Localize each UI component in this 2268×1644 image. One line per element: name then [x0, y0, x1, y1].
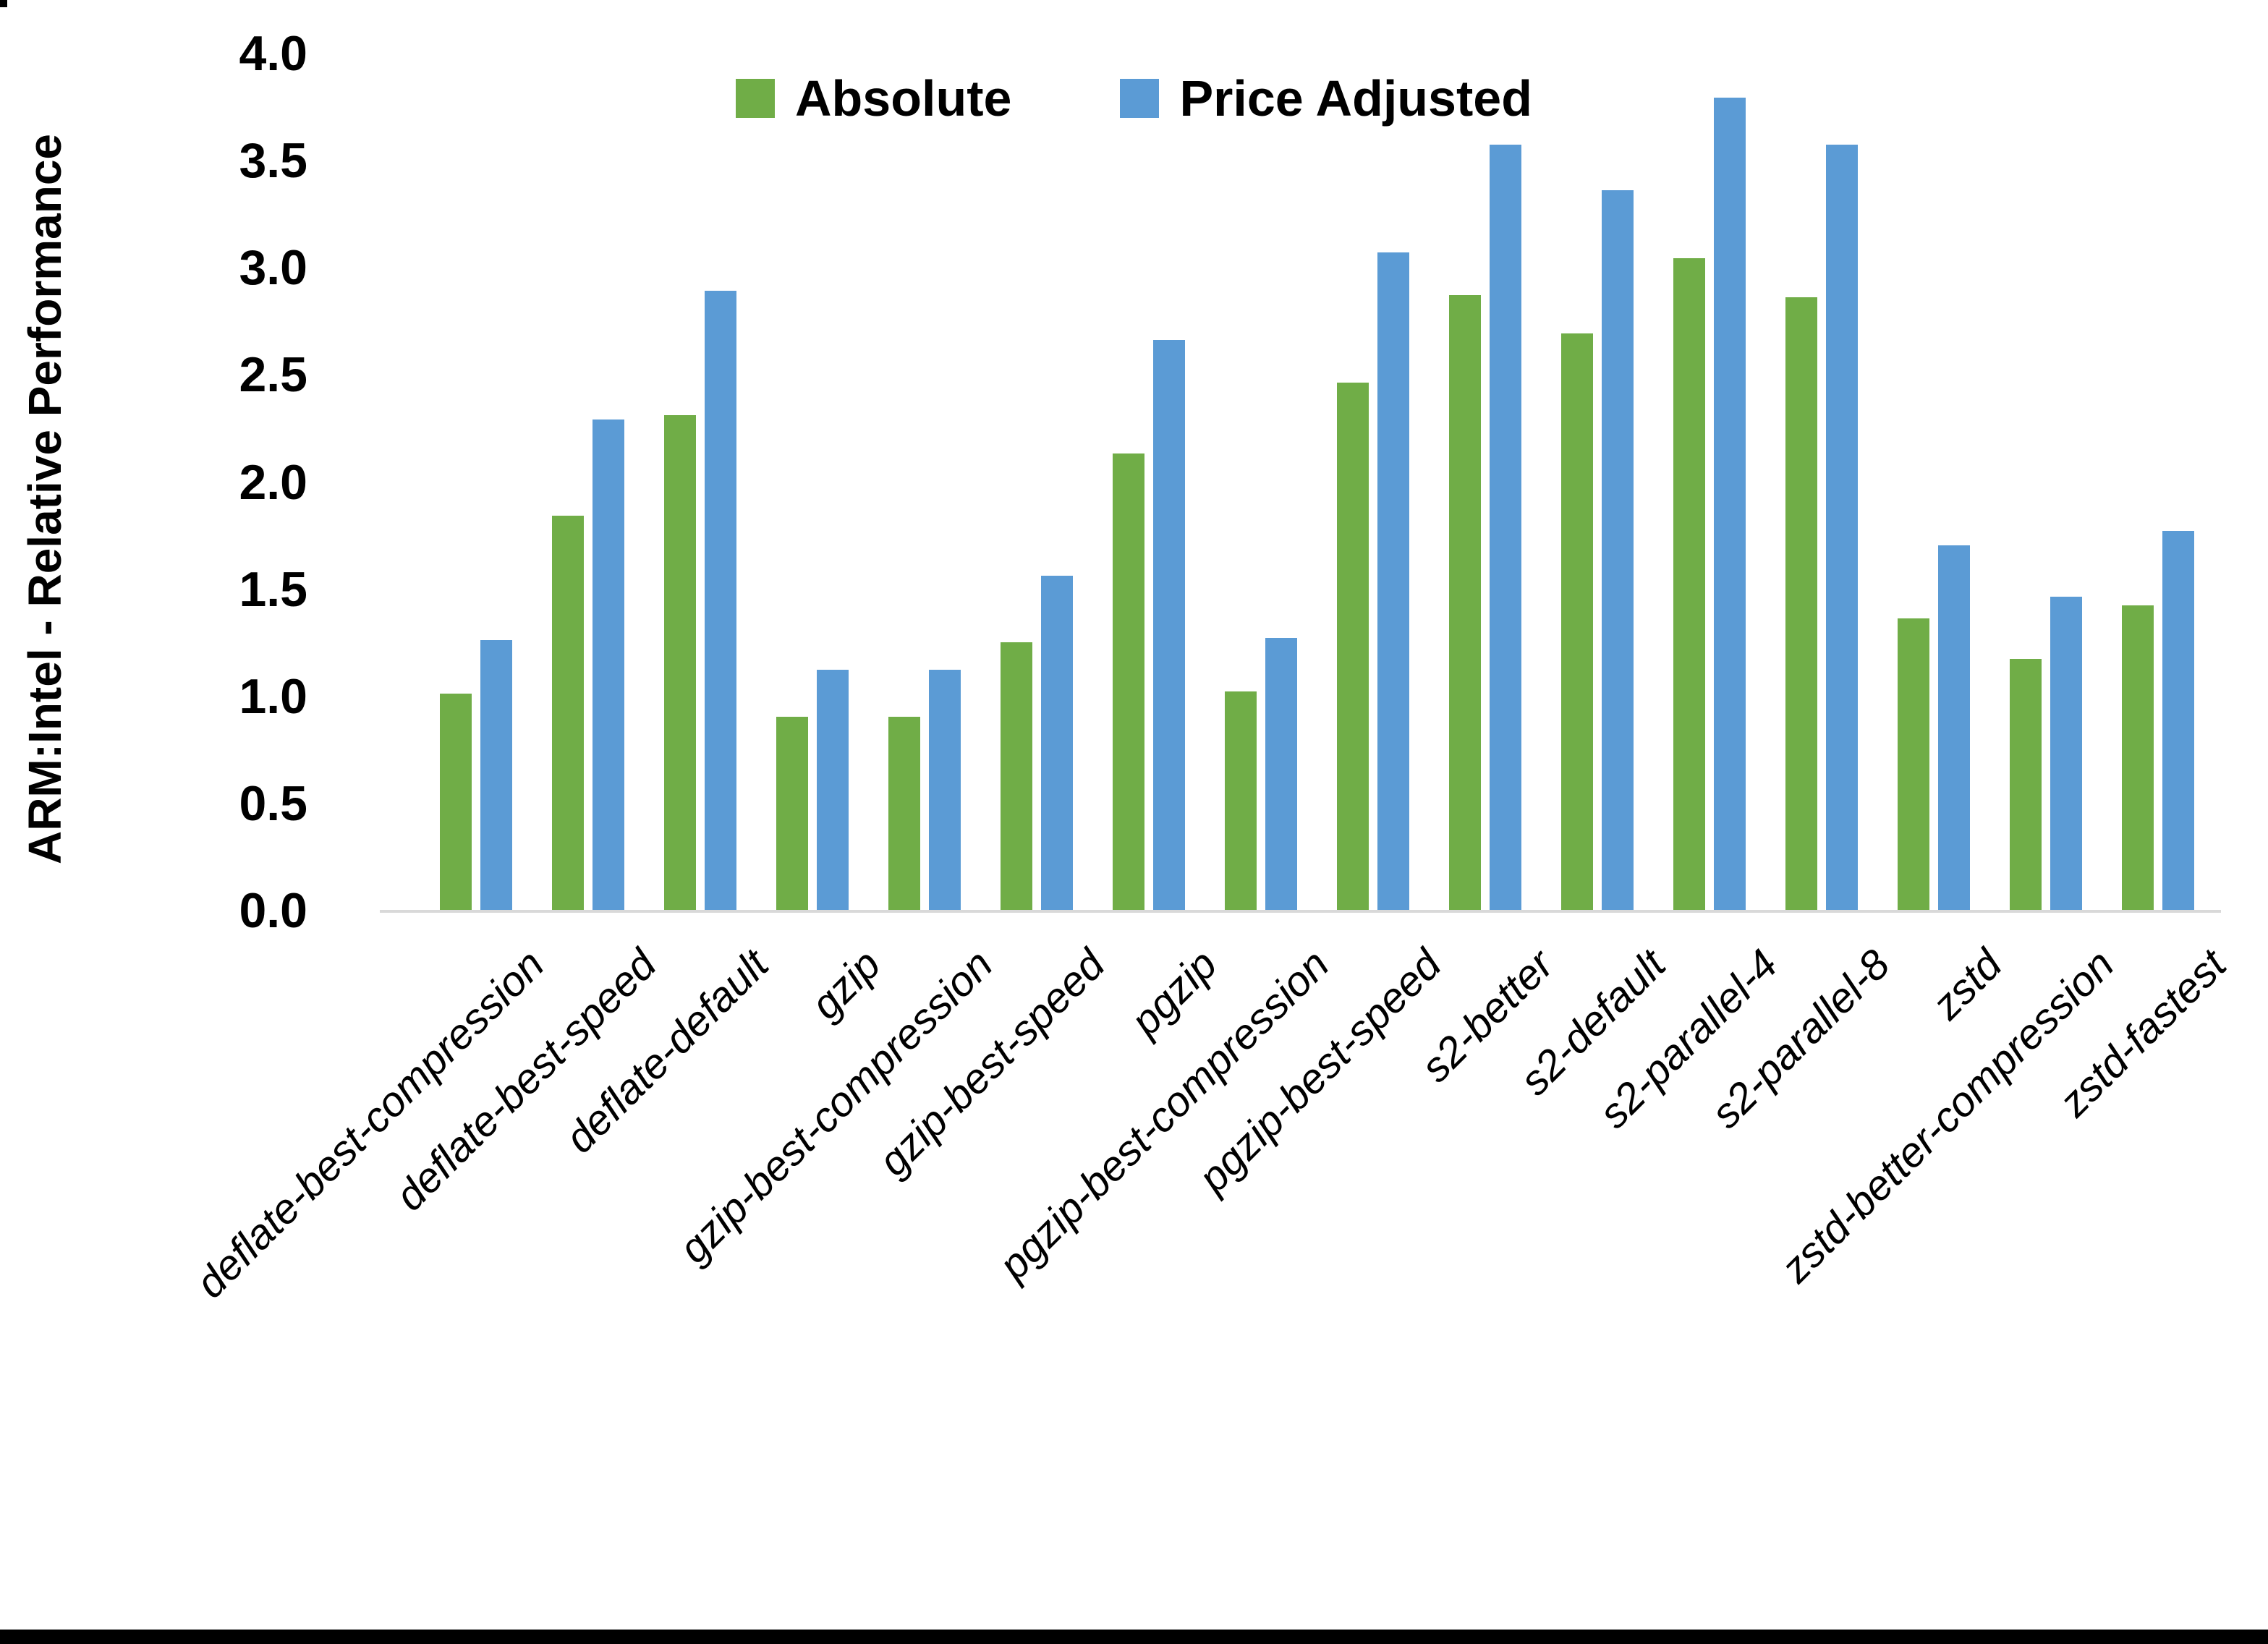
legend-item-absolute: Absolute [736, 69, 1011, 127]
y-tick-label: 0.5 [239, 775, 307, 831]
bar-price-adjusted-pgzip [1152, 339, 1185, 910]
bar-price-adjusted-deflate-best-compression [480, 639, 512, 910]
bar-price-adjusted-pgzip-best-compression [1265, 637, 1297, 910]
y-tick-label: 1.0 [239, 668, 307, 724]
bar-price-adjusted-gzip [816, 670, 849, 910]
bar-price-adjusted-zstd-fastest [2162, 530, 2194, 910]
y-tick-label: 0.0 [239, 883, 307, 938]
legend-label-price-adjusted: Price Adjusted [1179, 70, 1532, 127]
y-tick-label: 1.5 [239, 561, 307, 617]
bar-absolute-zstd-fastest [2121, 605, 2154, 910]
bottom-border [0, 1630, 2268, 1644]
y-tick-label: 3.0 [239, 240, 307, 296]
bar-absolute-pgzip-best-speed [1336, 383, 1369, 910]
bar-price-adjusted-s2-parallel-4 [1713, 98, 1746, 910]
legend: Absolute Price Adjusted [0, 69, 2268, 127]
bar-absolute-zstd-better-compression [2009, 659, 2042, 910]
bar-absolute-s2-parallel-4 [1673, 258, 1705, 910]
bar-absolute-deflate-default [663, 414, 696, 910]
bar-price-adjusted-pgzip-best-speed [1377, 252, 1409, 910]
bar-price-adjusted-gzip-best-compression [928, 670, 961, 910]
bar-absolute-s2-parallel-8 [1785, 297, 1817, 910]
bar-absolute-s2-better [1448, 294, 1481, 910]
bar-absolute-gzip [776, 717, 808, 910]
y-axis-title: ARM:Intel - Relative Performance [19, 133, 71, 865]
corner-mark [0, 0, 7, 7]
bar-absolute-gzip-best-compression [888, 717, 920, 910]
legend-swatch-price-adjusted [1120, 79, 1160, 118]
legend-item-price-adjusted: Price Adjusted [1120, 69, 1532, 127]
bar-absolute-deflate-best-speed [551, 515, 584, 910]
legend-swatch-absolute [736, 79, 775, 118]
y-tick-label: 2.5 [239, 347, 307, 403]
x-axis-line [380, 910, 2221, 913]
bar-price-adjusted-s2-better [1489, 145, 1521, 910]
y-tick-label: 2.0 [239, 454, 307, 510]
bar-absolute-deflate-best-compression [439, 693, 472, 910]
bar-price-adjusted-deflate-default [704, 290, 736, 910]
bar-price-adjusted-gzip-best-speed [1040, 575, 1073, 910]
bar-price-adjusted-s2-parallel-8 [1825, 145, 1858, 910]
bar-price-adjusted-zstd [1937, 545, 1970, 910]
bar-absolute-pgzip [1112, 453, 1144, 910]
bar-absolute-pgzip-best-compression [1224, 691, 1257, 910]
bar-price-adjusted-s2-default [1601, 189, 1634, 910]
legend-label-absolute: Absolute [795, 70, 1012, 127]
bar-price-adjusted-deflate-best-speed [592, 419, 624, 910]
bar-price-adjusted-zstd-better-compression [2050, 597, 2082, 910]
y-tick-label: 4.0 [239, 26, 307, 81]
bar-absolute-gzip-best-speed [1000, 642, 1032, 910]
bar-absolute-s2-default [1560, 333, 1593, 910]
bar-absolute-zstd [1897, 618, 1929, 910]
y-tick-label: 3.5 [239, 133, 307, 189]
